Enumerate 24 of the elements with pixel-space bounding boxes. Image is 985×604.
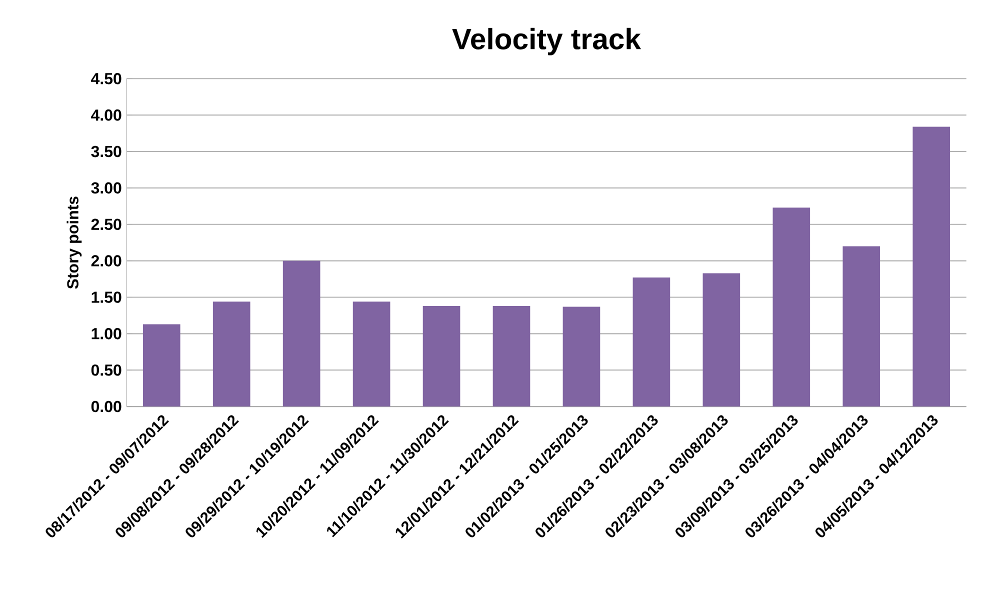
y-tick-label: 4.00 bbox=[91, 110, 122, 121]
y-tick-label: 1.50 bbox=[92, 292, 122, 303]
chart-title: Velocity track bbox=[452, 28, 642, 56]
bar bbox=[772, 208, 810, 407]
y-tick-label: 3.00 bbox=[91, 182, 122, 194]
bar bbox=[632, 278, 670, 407]
bar bbox=[702, 273, 740, 407]
bar bbox=[842, 246, 880, 407]
bar bbox=[562, 306, 600, 407]
bar bbox=[282, 260, 320, 407]
y-tick-label: 0.00 bbox=[91, 400, 122, 412]
bar bbox=[212, 302, 250, 407]
bar bbox=[352, 302, 390, 407]
bar bbox=[492, 306, 530, 407]
y-tick-label: 2.00 bbox=[91, 255, 122, 267]
y-tick-label: 0.50 bbox=[91, 364, 122, 376]
y-tick-label: 2.50 bbox=[91, 218, 122, 230]
y-tick-label: 1.00 bbox=[92, 328, 122, 340]
bar bbox=[142, 324, 180, 407]
y-axis-title: Story points bbox=[66, 196, 82, 289]
y-tick-label: 4.50 bbox=[91, 73, 122, 84]
y-tick-label: 3.50 bbox=[91, 146, 122, 158]
bar bbox=[422, 306, 460, 407]
bar bbox=[912, 126, 950, 407]
